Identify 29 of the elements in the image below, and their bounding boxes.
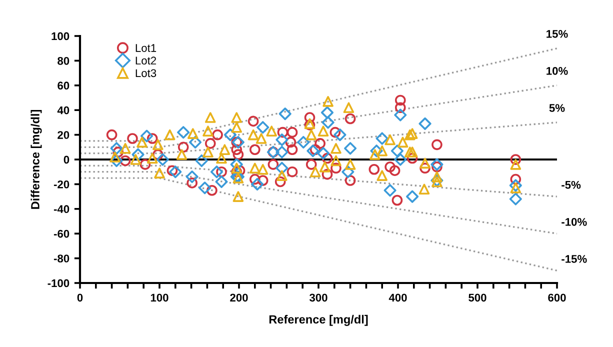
x-tick-label: 100 — [150, 294, 168, 302]
y-tick-label: 100 — [52, 32, 70, 40]
legend-label: Lot1 — [136, 44, 156, 52]
y-tick-label: -60 — [54, 230, 70, 238]
legend-label: Lot3 — [136, 69, 156, 78]
series-label: 10% — [546, 67, 568, 75]
x-tick-label: 300 — [309, 294, 328, 302]
series-label: 15% — [546, 30, 568, 38]
y-axis-title: Difference [mg/dl] — [30, 110, 42, 209]
y-tick-label: 0 — [64, 156, 70, 164]
y-tick-label: 80 — [58, 56, 70, 65]
x-axis-title: Reference [mg/dl] — [269, 314, 368, 326]
x-tick-label: 400 — [388, 294, 407, 302]
y-tick-label: -80 — [54, 254, 70, 262]
y-tick-label: -100 — [48, 279, 70, 288]
series-label: -15% — [562, 255, 587, 263]
y-tick-label: 60 — [58, 82, 70, 90]
x-tick-label: 200 — [230, 294, 248, 302]
series-label: -10% — [562, 218, 587, 226]
legend-label: Lot2 — [136, 56, 156, 65]
x-tick-label: 0 — [77, 294, 83, 302]
x-tick-label: 600 — [548, 294, 566, 302]
y-tick-label: 20 — [58, 131, 70, 139]
y-tick-label: 40 — [57, 106, 70, 114]
series-label: -5% — [562, 180, 581, 189]
series-label: 5% — [549, 104, 565, 112]
x-tick-label: 500 — [468, 294, 486, 302]
y-tick-label: -20 — [54, 180, 70, 188]
y-tick-label: -40 — [54, 205, 70, 214]
